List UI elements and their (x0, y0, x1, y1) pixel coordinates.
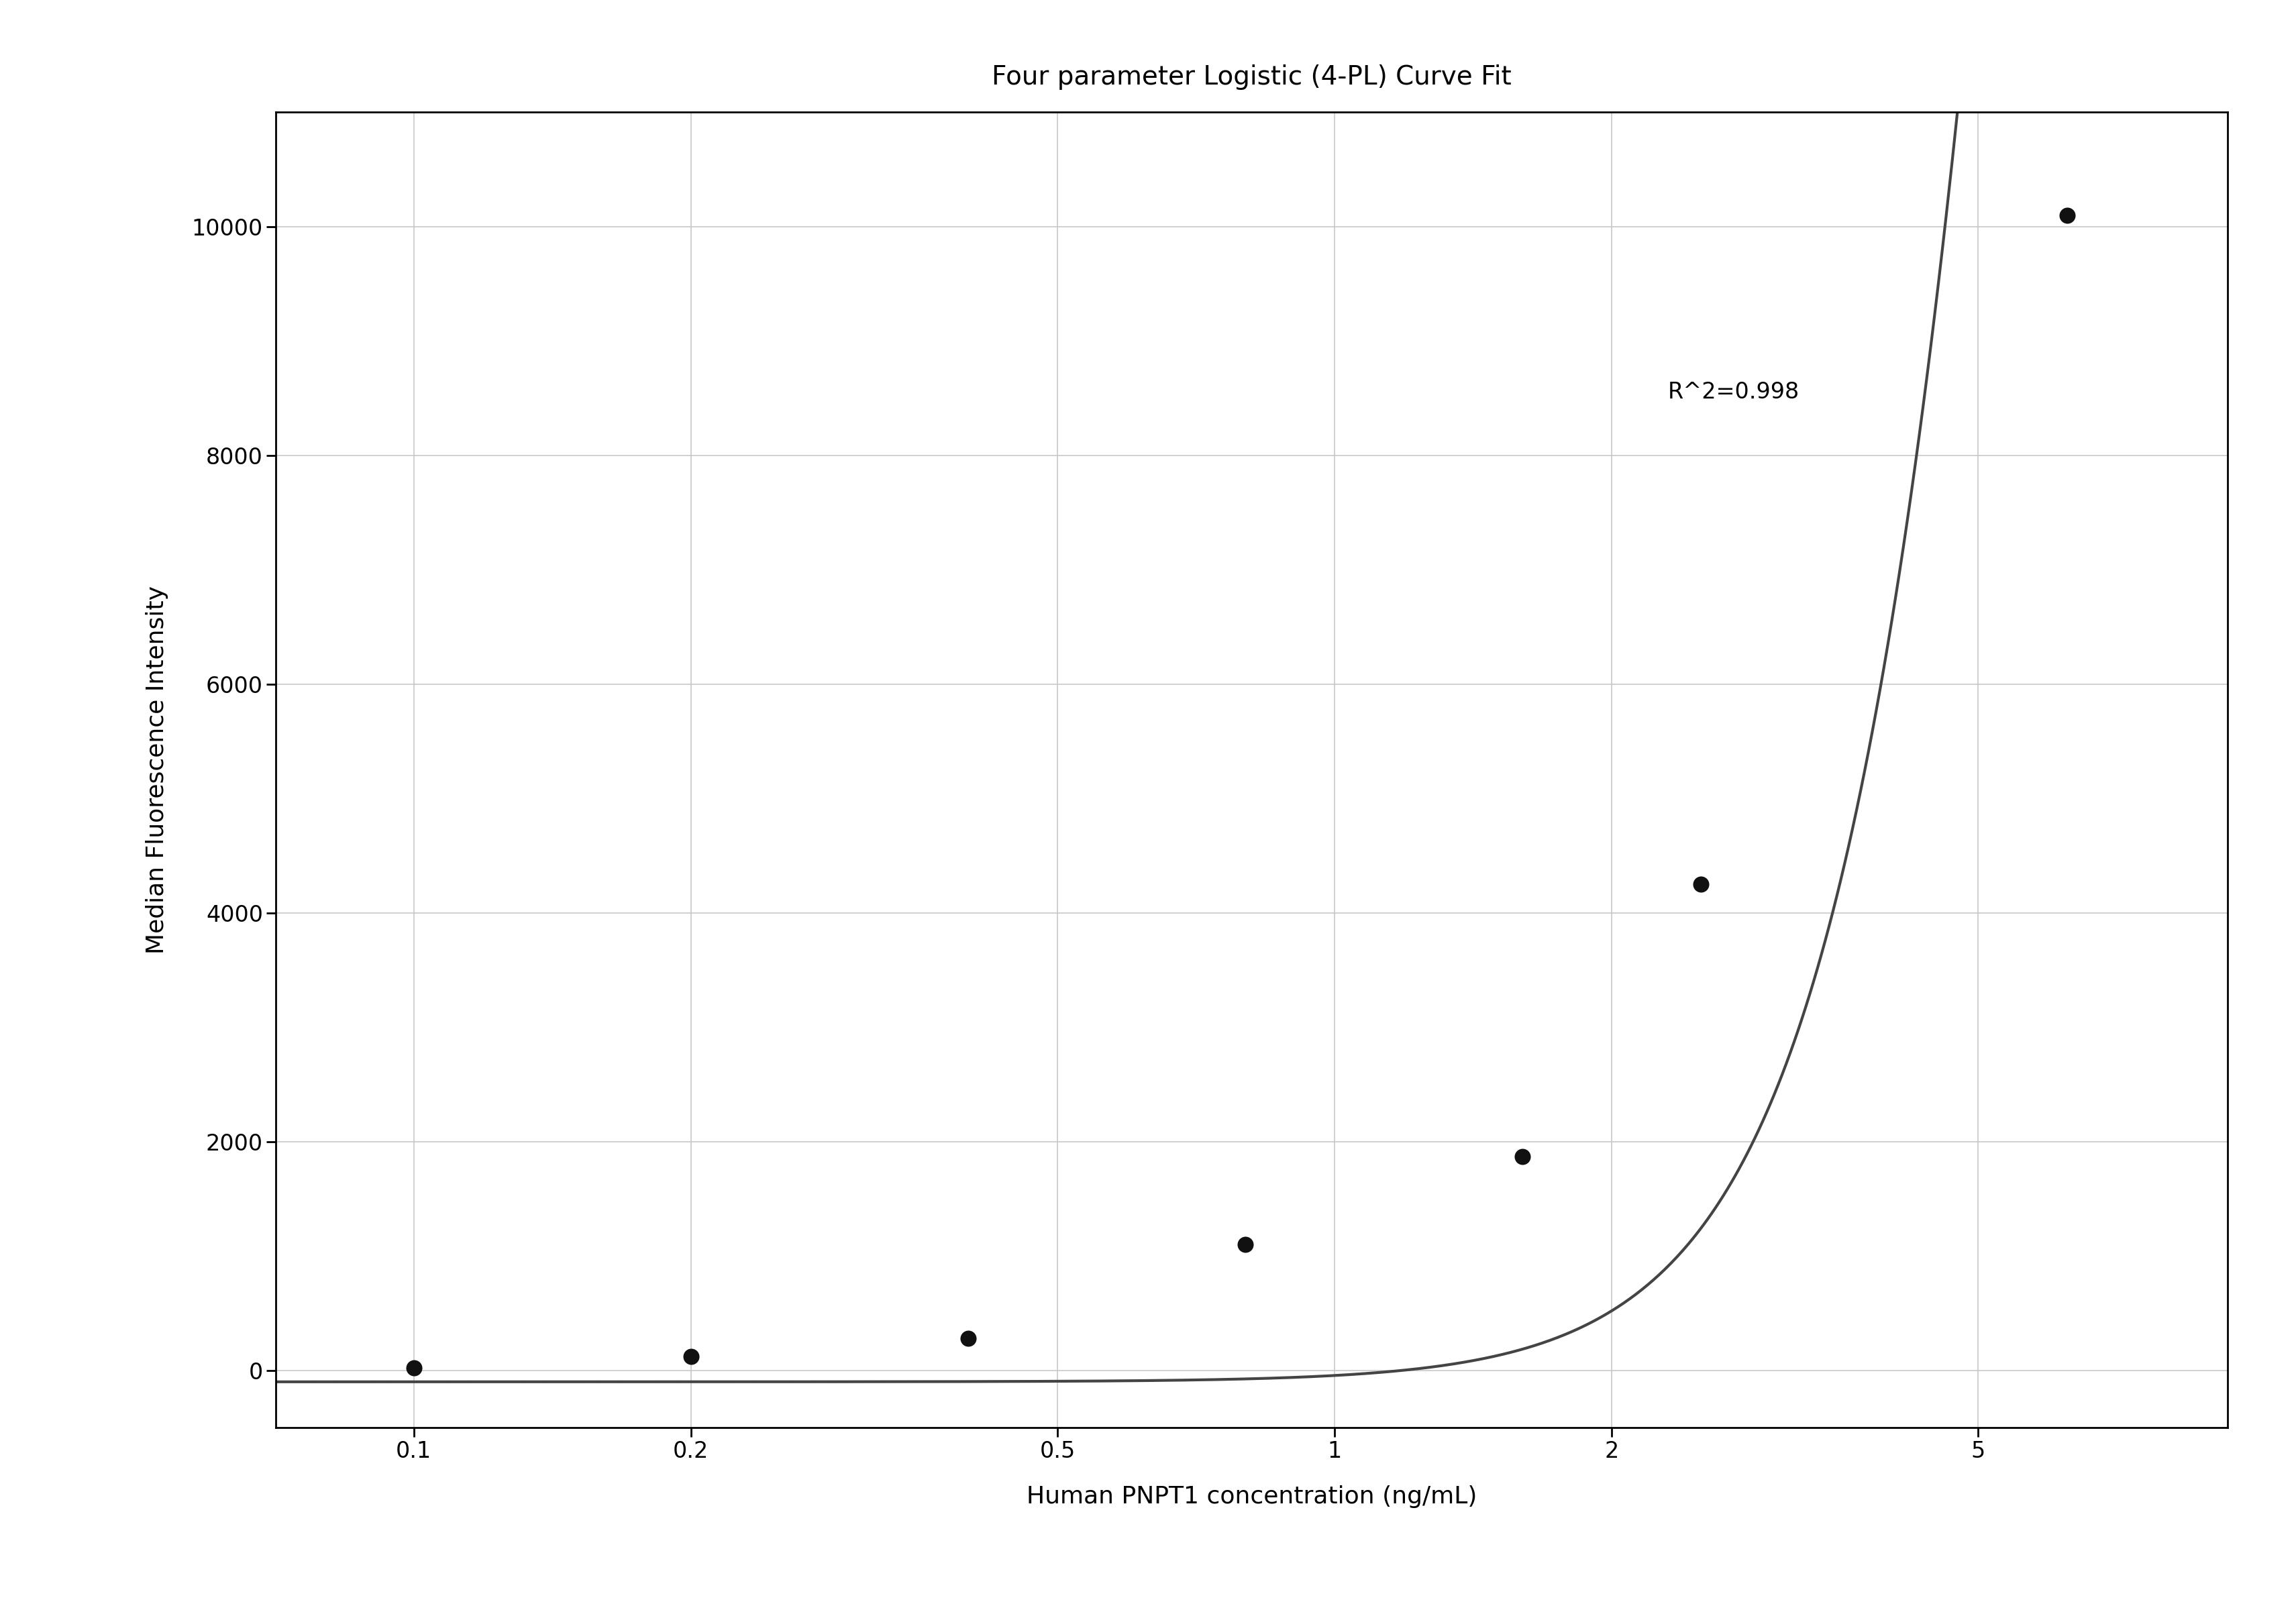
Y-axis label: Median Fluorescence Intensity: Median Fluorescence Intensity (145, 585, 168, 954)
Point (673, 1344, 709, 1370)
Point (1683, 871, 1720, 897)
Point (1226, 1232, 1263, 1258)
Text: R^2=0.998: R^2=0.998 (1667, 380, 1798, 403)
Point (1504, 1144, 1541, 1169)
Point (951, 1325, 987, 1351)
Point (395, 1355, 432, 1381)
X-axis label: Human PNPT1 concentration (ng/mL): Human PNPT1 concentration (ng/mL) (1026, 1485, 1476, 1508)
Point (2048, 202, 2085, 228)
Title: Four parameter Logistic (4-PL) Curve Fit: Four parameter Logistic (4-PL) Curve Fit (992, 64, 1511, 90)
